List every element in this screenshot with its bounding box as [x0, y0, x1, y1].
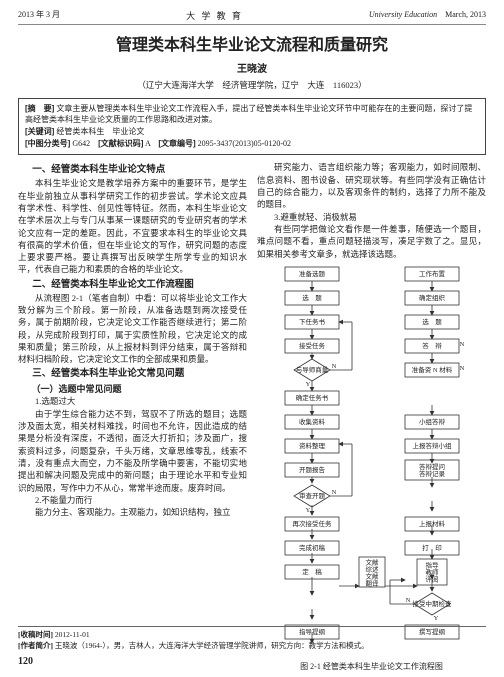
svg-text:N: N	[331, 489, 336, 496]
svg-text:审查开题: 审查开题	[299, 491, 326, 500]
svg-text:收集资料: 收集资料	[299, 417, 326, 426]
right-column: 研究能力、语言组织能力等；客观能力，如时间限制、信息资料、图书设备、研究现状等。…	[257, 161, 486, 672]
abstract-label: [摘 要]	[25, 104, 54, 113]
section-2-heading: 二、经管类本科生毕业论文工作流程图	[18, 279, 247, 292]
header-left: 2013 年 3 月	[18, 10, 60, 22]
svg-text:准备资 N 材料: 准备资 N 材料	[411, 365, 452, 374]
recv-date: 2012-11-01	[55, 630, 90, 639]
svg-text:工作布置: 工作布置	[419, 269, 446, 278]
sub-2-body: 能力分主、客观能力。主观能力，如知识结构，独立	[18, 506, 247, 518]
section-2-body: 从流程图 2-1（笔者自制）中看：可以将毕业论文工作大致分解为三个阶段。第一阶段…	[18, 292, 247, 366]
section-3-heading: 三、经管类本科生毕业论文常见问题	[18, 368, 247, 381]
sub-2-heading: 2.不能量力而行	[18, 494, 247, 506]
svg-text:选 题: 选 题	[422, 317, 442, 326]
affiliation: （辽宁大连海洋大学 经济管理学院，辽宁 大连 116023）	[18, 80, 486, 91]
keywords-label: [关键词]	[25, 127, 54, 136]
section-1-heading: 一、经管类本科生毕业论文特点	[18, 164, 247, 177]
footer: [收稿时间] 2012-11-01 [作者简介] 王晓波（1964-），男，吉林…	[18, 626, 486, 669]
abstract-box: [摘 要] 文章主要从管理类本科生毕业论文工作流程入手，提出了经管类本科生毕业论…	[18, 98, 486, 156]
sub-1-heading: 1.选题过大	[18, 395, 247, 407]
svg-text:答 辩: 答 辩	[422, 341, 442, 350]
class-label: [中图分类号]	[25, 139, 70, 148]
svg-text:接受任务: 接受任务	[299, 341, 326, 350]
artno-label: [文章编号]	[158, 139, 195, 148]
right-p2: 有些同学把做论文看作是一件差事，随便选一个题目，难点问题不看，重点问题轻描淡写，…	[257, 223, 486, 260]
svg-text:开题报告: 开题报告	[299, 465, 326, 474]
svg-text:Y: Y	[305, 507, 310, 514]
sub-1-body: 由于学生综合能力达不到，驾驭不了所选的题目；选题涉及面太宽，相关材料难找，时间也…	[18, 408, 247, 494]
header-right: University Education March, 2013	[369, 10, 486, 22]
svg-text:N: N	[405, 597, 410, 604]
svg-text:选 题: 选 题	[302, 293, 322, 302]
section-1-body: 本科生毕业论文是教学培养方案中的重要环节，是学生在毕业前独立从事科学研究工作的初…	[18, 177, 247, 276]
svg-text:上报答辩小组: 上报答辩小组	[412, 441, 452, 450]
left-column: 一、经管类本科生毕业论文特点 本科生毕业论文是教学培养方案中的重要环节，是学生在…	[18, 161, 247, 672]
svg-text:定 稿: 定 稿	[302, 567, 322, 576]
recv-label: [收稿时间]	[18, 630, 53, 639]
svg-text:N: N	[459, 341, 464, 348]
right-p1: 研究能力、语言组织能力等；客观能力，如时间限制、信息资料、图书设备、研究现状等。…	[257, 161, 486, 210]
page-number: 120	[18, 655, 486, 669]
svg-text:接受中期检查: 接受中期检查	[412, 599, 452, 608]
author: 王晓波	[18, 63, 486, 77]
svg-text:确定任务书: 确定任务书	[295, 393, 328, 402]
abstract-text: 文章主要从管理类本科生毕业论文工作流程入手，提出了经管类本科生毕业论文环节中可能…	[25, 104, 472, 124]
svg-text:完成初稿: 完成初稿	[299, 543, 326, 552]
flowchart: 准备选题 工作布置选 题 确定组织下任务书 选 题接受任务 答 辩与导师商量 准备资 N …	[262, 264, 482, 659]
svg-text:答辩提问答辩记录: 答辩提问答辩记录	[419, 462, 446, 478]
two-column-body: 一、经管类本科生毕业论文特点 本科生毕业论文是教学培养方案中的重要环节，是学生在…	[18, 161, 486, 672]
keywords-text: 经管类本科生 毕业论文	[56, 127, 144, 136]
running-header: 2013 年 3 月 大 学 教 育 University Education …	[18, 10, 486, 25]
author-bio: 王晓波（1964-），男，吉林人，大连海洋大学经济管理学院讲师，研究方向：教学方…	[55, 641, 369, 650]
right-sub-heading: 3.避重就轻、消极就易	[257, 211, 486, 223]
svg-text:Y: Y	[433, 615, 438, 622]
svg-text:准备选题: 准备选题	[299, 269, 326, 278]
svg-text:下任务书: 下任务书	[299, 317, 326, 326]
svg-text:与导师商量: 与导师商量	[295, 365, 328, 374]
svg-text:文献综述文献翻译: 文献综述文献翻译	[365, 557, 379, 587]
svg-text:再次接受任务: 再次接受任务	[292, 519, 332, 528]
doc-label: [文献标识码]	[98, 139, 143, 148]
svg-text:资料整理: 资料整理	[299, 441, 326, 450]
header-center: 大 学 教 育	[186, 10, 243, 22]
svg-text:N: N	[331, 363, 336, 370]
svg-text:小组答辩: 小组答辩	[419, 417, 446, 426]
article-title: 管理类本科生毕业论文流程和质量研究	[18, 35, 486, 57]
section-3a-heading: （一）选题中常见问题	[18, 383, 247, 395]
svg-text:确定组织: 确定组织	[419, 293, 446, 302]
flowchart-container: 准备选题 工作布置选 题 确定组织下任务书 选 题接受任务 答 辩与导师商量 准备资 N …	[257, 264, 486, 659]
svg-text:N: N	[459, 365, 464, 372]
author-bio-label: [作者简介]	[18, 641, 53, 650]
svg-text:Y: Y	[305, 381, 310, 388]
